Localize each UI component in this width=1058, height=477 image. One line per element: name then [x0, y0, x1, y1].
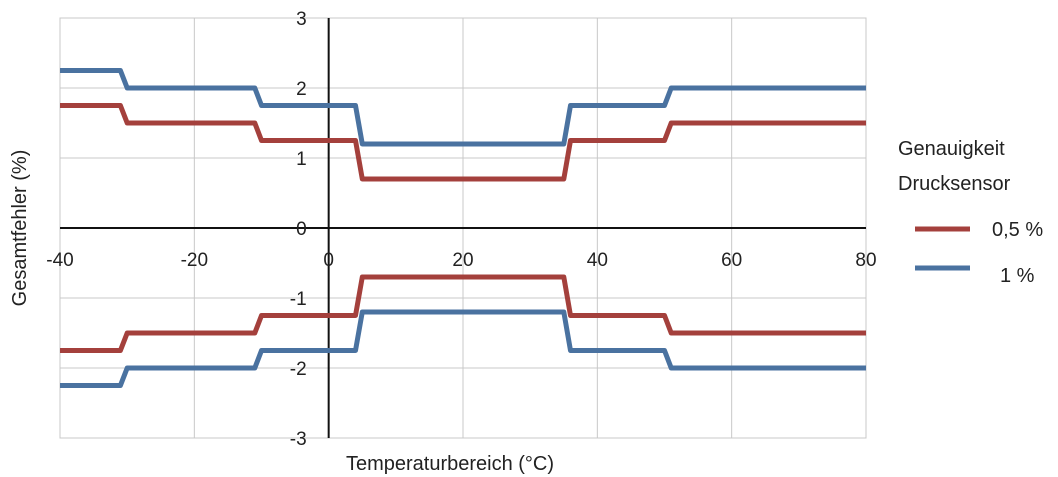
y-tick-label: -3	[290, 429, 307, 450]
x-tick-label: 80	[855, 250, 876, 271]
x-tick-label: -40	[46, 250, 73, 271]
x-tick-label: -20	[181, 250, 208, 271]
y-tick-label: 0	[296, 219, 307, 240]
legend-label-0-5-percent: 0,5 %	[992, 219, 1043, 241]
x-tick-label: 0	[323, 250, 334, 271]
series-group	[60, 68, 866, 388]
x-tick-labels: -40 -20 0 20 40 60 80	[46, 250, 876, 271]
y-axis-title: Gesamtfehler (%)	[9, 150, 31, 307]
y-tick-label: 3	[296, 9, 307, 30]
series-line-1-lower	[60, 309, 866, 388]
y-tick-label: -2	[290, 359, 307, 380]
y-tick-label: -1	[290, 289, 307, 310]
x-tick-label: 20	[452, 250, 473, 271]
x-tick-label: 40	[587, 250, 608, 271]
y-tick-label: 2	[296, 79, 307, 100]
series-line-0-lower	[60, 274, 866, 353]
series-line-0-upper	[60, 103, 866, 182]
y-tick-label: 1	[296, 149, 307, 170]
axes	[60, 18, 866, 438]
x-tick-label: 60	[721, 250, 742, 271]
legend: Genauigkeit Drucksensor 0,5 % 1 %	[898, 138, 1043, 287]
y-tick-labels: -3 -2 -1 0 1 2 3	[290, 9, 307, 450]
legend-title-line-2: Drucksensor	[898, 173, 1011, 195]
legend-label-1-percent: 1 %	[1000, 265, 1035, 287]
legend-title-line-1: Genauigkeit	[898, 138, 1005, 160]
x-axis-title: Temperaturbereich (°C)	[346, 453, 554, 475]
series-line-1-upper	[60, 68, 866, 147]
